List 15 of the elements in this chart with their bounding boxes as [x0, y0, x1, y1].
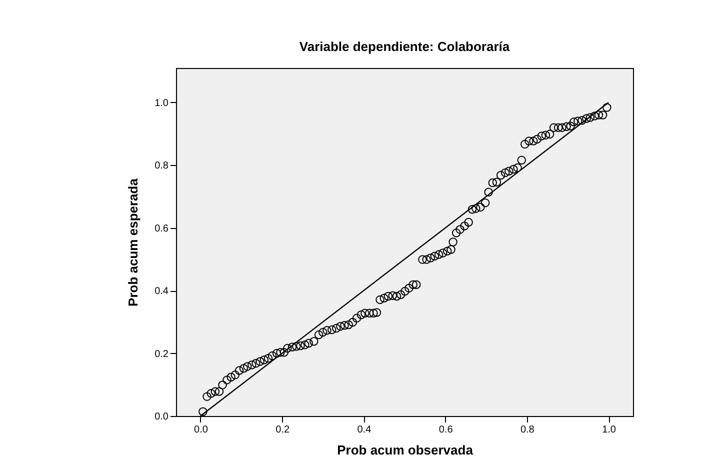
- y-axis-title: Prob acum esperada: [126, 178, 141, 306]
- x-axis-title: Prob acum observada: [337, 442, 474, 458]
- y-tick-label: 0.4: [154, 286, 169, 298]
- y-tick-label: 1.0: [154, 98, 169, 109]
- y-tick-label: 0.2: [154, 348, 169, 360]
- x-tick-label: 0.0: [194, 424, 208, 436]
- y-tick-label: 0.8: [154, 160, 169, 172]
- y-tick-label: 0.6: [154, 223, 169, 234]
- y-tick-label: 0.0: [154, 412, 169, 422]
- chart-title: Variable dependiente: Colaboraría: [299, 39, 510, 54]
- x-tick-label: 0.4: [357, 424, 372, 436]
- x-tick-label: 0.2: [276, 424, 290, 436]
- x-tick-label: 0.8: [520, 424, 535, 436]
- x-tick-label: 0.6: [438, 424, 454, 436]
- x-tick-label: 1.0: [602, 424, 616, 436]
